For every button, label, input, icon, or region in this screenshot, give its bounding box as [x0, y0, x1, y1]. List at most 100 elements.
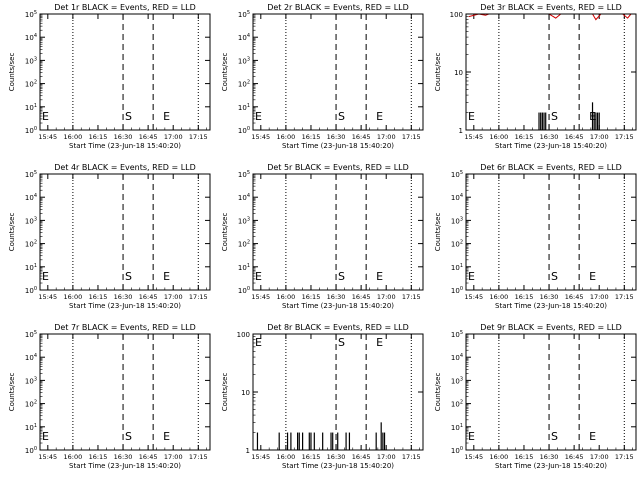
x-tick-label: 16:45 — [565, 133, 584, 141]
y-tick-label: 1 — [459, 127, 463, 135]
plot-title: Det 3r BLACK = Events, RED = LLD — [480, 3, 622, 12]
y-tick-label: 100 — [238, 286, 250, 295]
x-axis-label: Start Time (23-Jun-18 15:40:20) — [69, 302, 181, 310]
x-tick-label: 16:15 — [89, 133, 108, 141]
x-tick-label: 16:00 — [277, 293, 296, 301]
y-tick-label: 101 — [238, 263, 250, 272]
x-tick-label: 16:00 — [490, 293, 509, 301]
y-tick-label: 104 — [25, 33, 37, 42]
start-marker: S — [551, 430, 558, 443]
y-tick-label: 105 — [451, 170, 463, 179]
y-axis-label: Counts/sec — [8, 53, 16, 92]
x-tick-label: 16:30 — [114, 133, 133, 141]
x-tick-label: 15:45 — [38, 133, 57, 141]
y-tick-label: 105 — [25, 170, 37, 179]
x-tick-label: 15:45 — [464, 133, 483, 141]
start-marker: S — [125, 270, 132, 283]
x-tick-label: 16:15 — [515, 453, 534, 461]
x-tick-label: 17:00 — [164, 293, 183, 301]
x-tick-label: 16:45 — [565, 453, 584, 461]
x-tick-label: 17:00 — [590, 293, 609, 301]
y-tick-label: 101 — [25, 263, 37, 272]
plot-frame — [465, 333, 637, 451]
x-tick-label: 16:00 — [277, 133, 296, 141]
x-tick-label: 17:15 — [189, 133, 208, 141]
end-marker: E — [255, 270, 262, 283]
plot-title: Det 4r BLACK = Events, RED = LLD — [54, 163, 196, 172]
x-axis-label: Start Time (23-Jun-18 15:40:20) — [69, 462, 181, 470]
y-tick-label: 100 — [25, 446, 37, 455]
y-tick-label: 10 — [454, 69, 463, 77]
x-axis-label: Start Time (23-Jun-18 15:40:20) — [495, 142, 607, 150]
y-tick-label: 104 — [451, 353, 463, 362]
x-tick-label: 16:15 — [515, 293, 534, 301]
y-tick-label: 103 — [25, 56, 37, 65]
end-marker: E — [589, 270, 596, 283]
x-tick-label: 15:45 — [251, 133, 270, 141]
x-tick-label: 16:45 — [352, 453, 371, 461]
y-tick-label: 104 — [238, 193, 250, 202]
y-tick-label: 100 — [451, 446, 463, 455]
x-tick-label: 17:00 — [164, 453, 183, 461]
end-marker: E — [42, 430, 49, 443]
end-marker: E — [255, 336, 262, 349]
plot-frame — [39, 13, 211, 131]
y-tick-label: 103 — [238, 216, 250, 225]
end-marker: E — [163, 430, 170, 443]
x-tick-label: 17:15 — [615, 453, 634, 461]
plot-title: Det 9r BLACK = Events, RED = LLD — [480, 323, 622, 332]
x-axis-label: Start Time (23-Jun-18 15:40:20) — [282, 462, 394, 470]
y-tick-label: 102 — [25, 80, 37, 89]
detector-panel: Det 9r BLACK = Events, RED = LLD Counts/s… — [434, 323, 637, 470]
x-tick-label: 15:45 — [38, 453, 57, 461]
start-marker: S — [338, 336, 345, 349]
plot-title: Det 6r BLACK = Events, RED = LLD — [480, 163, 622, 172]
x-tick-label: 15:45 — [38, 293, 57, 301]
x-tick-label: 16:45 — [565, 293, 584, 301]
x-tick-label: 17:00 — [377, 293, 396, 301]
y-axis-label: Counts/sec — [434, 373, 442, 412]
detector-panel: Det 7r BLACK = Events, RED = LLD Counts/s… — [8, 323, 211, 470]
x-tick-label: 16:30 — [540, 133, 559, 141]
y-tick-label: 102 — [451, 400, 463, 409]
start-marker: S — [338, 110, 345, 123]
x-tick-label: 16:00 — [490, 453, 509, 461]
x-tick-label: 16:30 — [540, 293, 559, 301]
start-marker: S — [551, 110, 558, 123]
x-tick-label: 17:15 — [615, 293, 634, 301]
x-axis-label: Start Time (23-Jun-18 15:40:20) — [495, 462, 607, 470]
x-tick-label: 17:00 — [590, 453, 609, 461]
end-marker: E — [163, 110, 170, 123]
end-marker: E — [376, 336, 383, 349]
y-tick-label: 105 — [238, 10, 250, 19]
y-tick-label: 103 — [25, 216, 37, 225]
y-tick-label: 101 — [451, 423, 463, 432]
x-axis-label: Start Time (23-Jun-18 15:40:20) — [69, 142, 181, 150]
x-tick-label: 15:45 — [251, 453, 270, 461]
x-tick-label: 17:15 — [402, 453, 421, 461]
x-tick-label: 16:45 — [352, 293, 371, 301]
x-tick-label: 17:15 — [615, 133, 634, 141]
detector-panel: Det 3r BLACK = Events, RED = LLD Counts/s… — [434, 3, 637, 150]
y-tick-label: 100 — [237, 331, 250, 339]
y-tick-label: 105 — [25, 10, 37, 19]
end-marker: E — [468, 430, 475, 443]
x-tick-label: 15:45 — [464, 293, 483, 301]
x-tick-label: 16:30 — [114, 453, 133, 461]
y-tick-label: 103 — [451, 216, 463, 225]
plot-frame — [252, 13, 424, 131]
start-marker: S — [551, 270, 558, 283]
x-axis-label: Start Time (23-Jun-18 15:40:20) — [282, 302, 394, 310]
x-tick-label: 16:30 — [540, 453, 559, 461]
plot-frame — [465, 173, 637, 291]
y-tick-label: 102 — [25, 240, 37, 249]
x-tick-label: 16:15 — [302, 453, 321, 461]
x-tick-label: 16:00 — [64, 133, 83, 141]
x-tick-label: 17:15 — [402, 293, 421, 301]
y-tick-label: 101 — [25, 103, 37, 112]
y-tick-label: 100 — [238, 126, 250, 135]
y-axis-label: Counts/sec — [434, 53, 442, 92]
plot-title: Det 8r BLACK = Events, RED = LLD — [267, 323, 409, 332]
y-tick-label: 104 — [25, 193, 37, 202]
